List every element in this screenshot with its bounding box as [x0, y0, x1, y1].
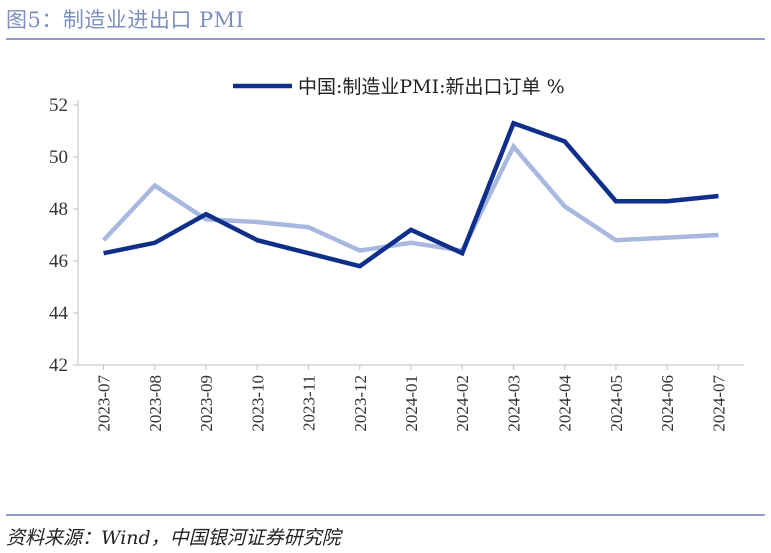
- x-tick-label: 2023-10: [248, 375, 267, 432]
- x-tick-label: 2024-05: [607, 375, 626, 432]
- y-tick-label: 46: [49, 251, 68, 272]
- title-rule: [6, 38, 765, 40]
- line-chart: 中国:制造业PMI:新出口订单 % 42 44 46 48 50 52 2023-07 202…: [49, 76, 744, 432]
- figure-title: 图5：制造业进出口 PMI: [6, 8, 245, 32]
- x-tick-label: 2024-04: [556, 375, 575, 432]
- x-tick-label: 2024-07: [709, 375, 728, 432]
- y-tick-label: 44: [49, 303, 69, 324]
- series-line-secondary: [101, 142, 719, 254]
- x-tick-label: 2024-01: [402, 375, 421, 432]
- y-tick-label: 42: [49, 355, 68, 376]
- legend-label: 中国:制造业PMI:新出口订单 %: [298, 76, 565, 98]
- series-layer: [101, 120, 719, 269]
- x-tick-label: 2023-11: [300, 375, 319, 431]
- y-tick-label: 52: [49, 95, 68, 116]
- source-rule: [6, 514, 765, 516]
- chart-axes: 42 44 46 48 50 52 2023-07 2023-08 2023-09 2023-10…: [49, 95, 744, 432]
- x-tick-label: 2024-02: [453, 375, 472, 432]
- y-tick-label: 50: [49, 147, 68, 168]
- legend: 中国:制造业PMI:新出口订单 %: [233, 76, 565, 98]
- x-tick-label: 2023-08: [146, 375, 165, 432]
- x-tick-label: 2024-06: [658, 375, 677, 432]
- x-tick-label: 2023-12: [351, 375, 370, 432]
- source-note: 资料来源：Wind，中国银河证券研究院: [6, 527, 341, 549]
- x-tick-label: 2024-03: [504, 375, 523, 432]
- y-tick-label: 48: [49, 199, 68, 220]
- x-tick-label: 2023-09: [197, 375, 216, 432]
- x-tick-label: 2023-07: [95, 375, 114, 432]
